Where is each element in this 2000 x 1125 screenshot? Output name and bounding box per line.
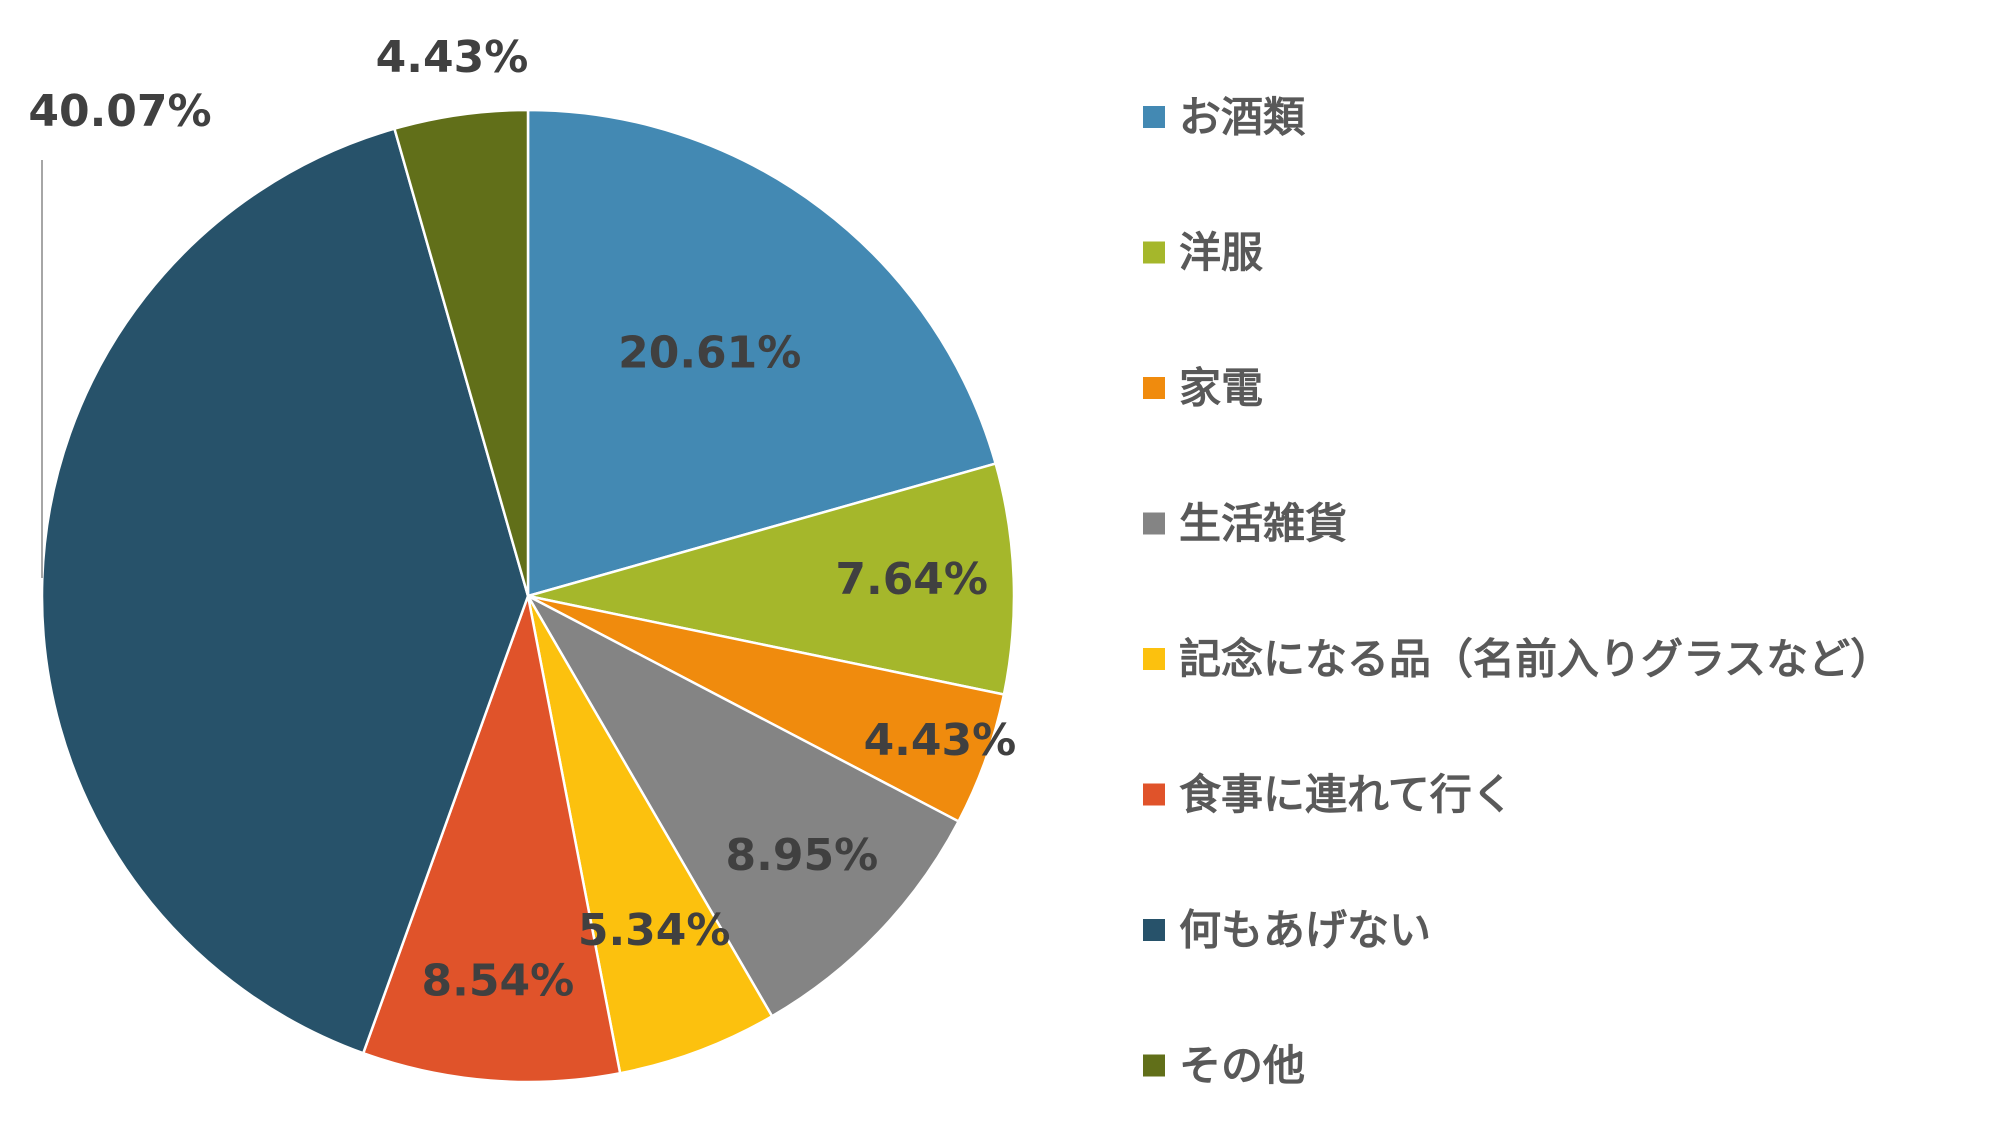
legend-swatch [1143, 648, 1165, 670]
slice-label: 40.07% [28, 86, 211, 137]
legend-label: 何もあげない [1179, 906, 1431, 955]
slice-label: 8.54% [422, 956, 575, 1007]
legend-label: お酒類 [1179, 93, 1306, 142]
legend-swatch [1143, 512, 1165, 535]
legend-swatch [1143, 106, 1165, 128]
legend-swatch [1143, 783, 1165, 806]
pie-slice [524, 592, 961, 1018]
legend-label: 食事に連れて行く [1179, 770, 1514, 819]
pie-slice [526, 595, 774, 1075]
slice-label: 4.43% [864, 715, 1017, 766]
legend-swatch [1143, 241, 1165, 264]
legend-item: 食事に連れて行く [1143, 770, 1514, 819]
pie-slices [40, 108, 1016, 1084]
legend-swatch [1143, 919, 1165, 941]
legend-item: 生活雑貨 [1143, 499, 1347, 548]
slice-label: 8.95% [726, 830, 879, 881]
slice-labels: 20.61% 7.64% 4.43% 8.95% 5.34%8.54% 40.07% 4.4… [28, 32, 1016, 1007]
legend-label: その他 [1179, 1041, 1305, 1090]
legend-label: 家電 [1179, 364, 1263, 413]
legend-item: お酒類 [1143, 93, 1306, 142]
slice-label: 4.43% [376, 32, 529, 83]
legend-swatch [1143, 377, 1165, 399]
pie-slice [526, 108, 998, 598]
pie-slice [361, 591, 622, 1084]
legend-item: その他 [1143, 1041, 1305, 1090]
slice-label: 7.64% [835, 554, 988, 605]
legend-item: 記念になる品（名前入りグラスなど） [1143, 635, 1892, 684]
slice-label: 5.34% [578, 905, 731, 956]
legend-label: 記念になる品（名前入りグラスなど） [1179, 635, 1892, 684]
slice-label: 20.61% [618, 328, 801, 379]
legend-swatch [1143, 1054, 1165, 1077]
legend-label: 洋服 [1179, 228, 1263, 277]
pie-slice [527, 462, 1016, 696]
legend-item: 何もあげない [1143, 906, 1431, 955]
legend-item: 洋服 [1143, 228, 1263, 277]
pie-slice [40, 127, 530, 1055]
legend-item: 家電 [1143, 364, 1263, 413]
pie-slice [392, 108, 530, 597]
legend-label: 生活雑貨 [1179, 499, 1347, 548]
